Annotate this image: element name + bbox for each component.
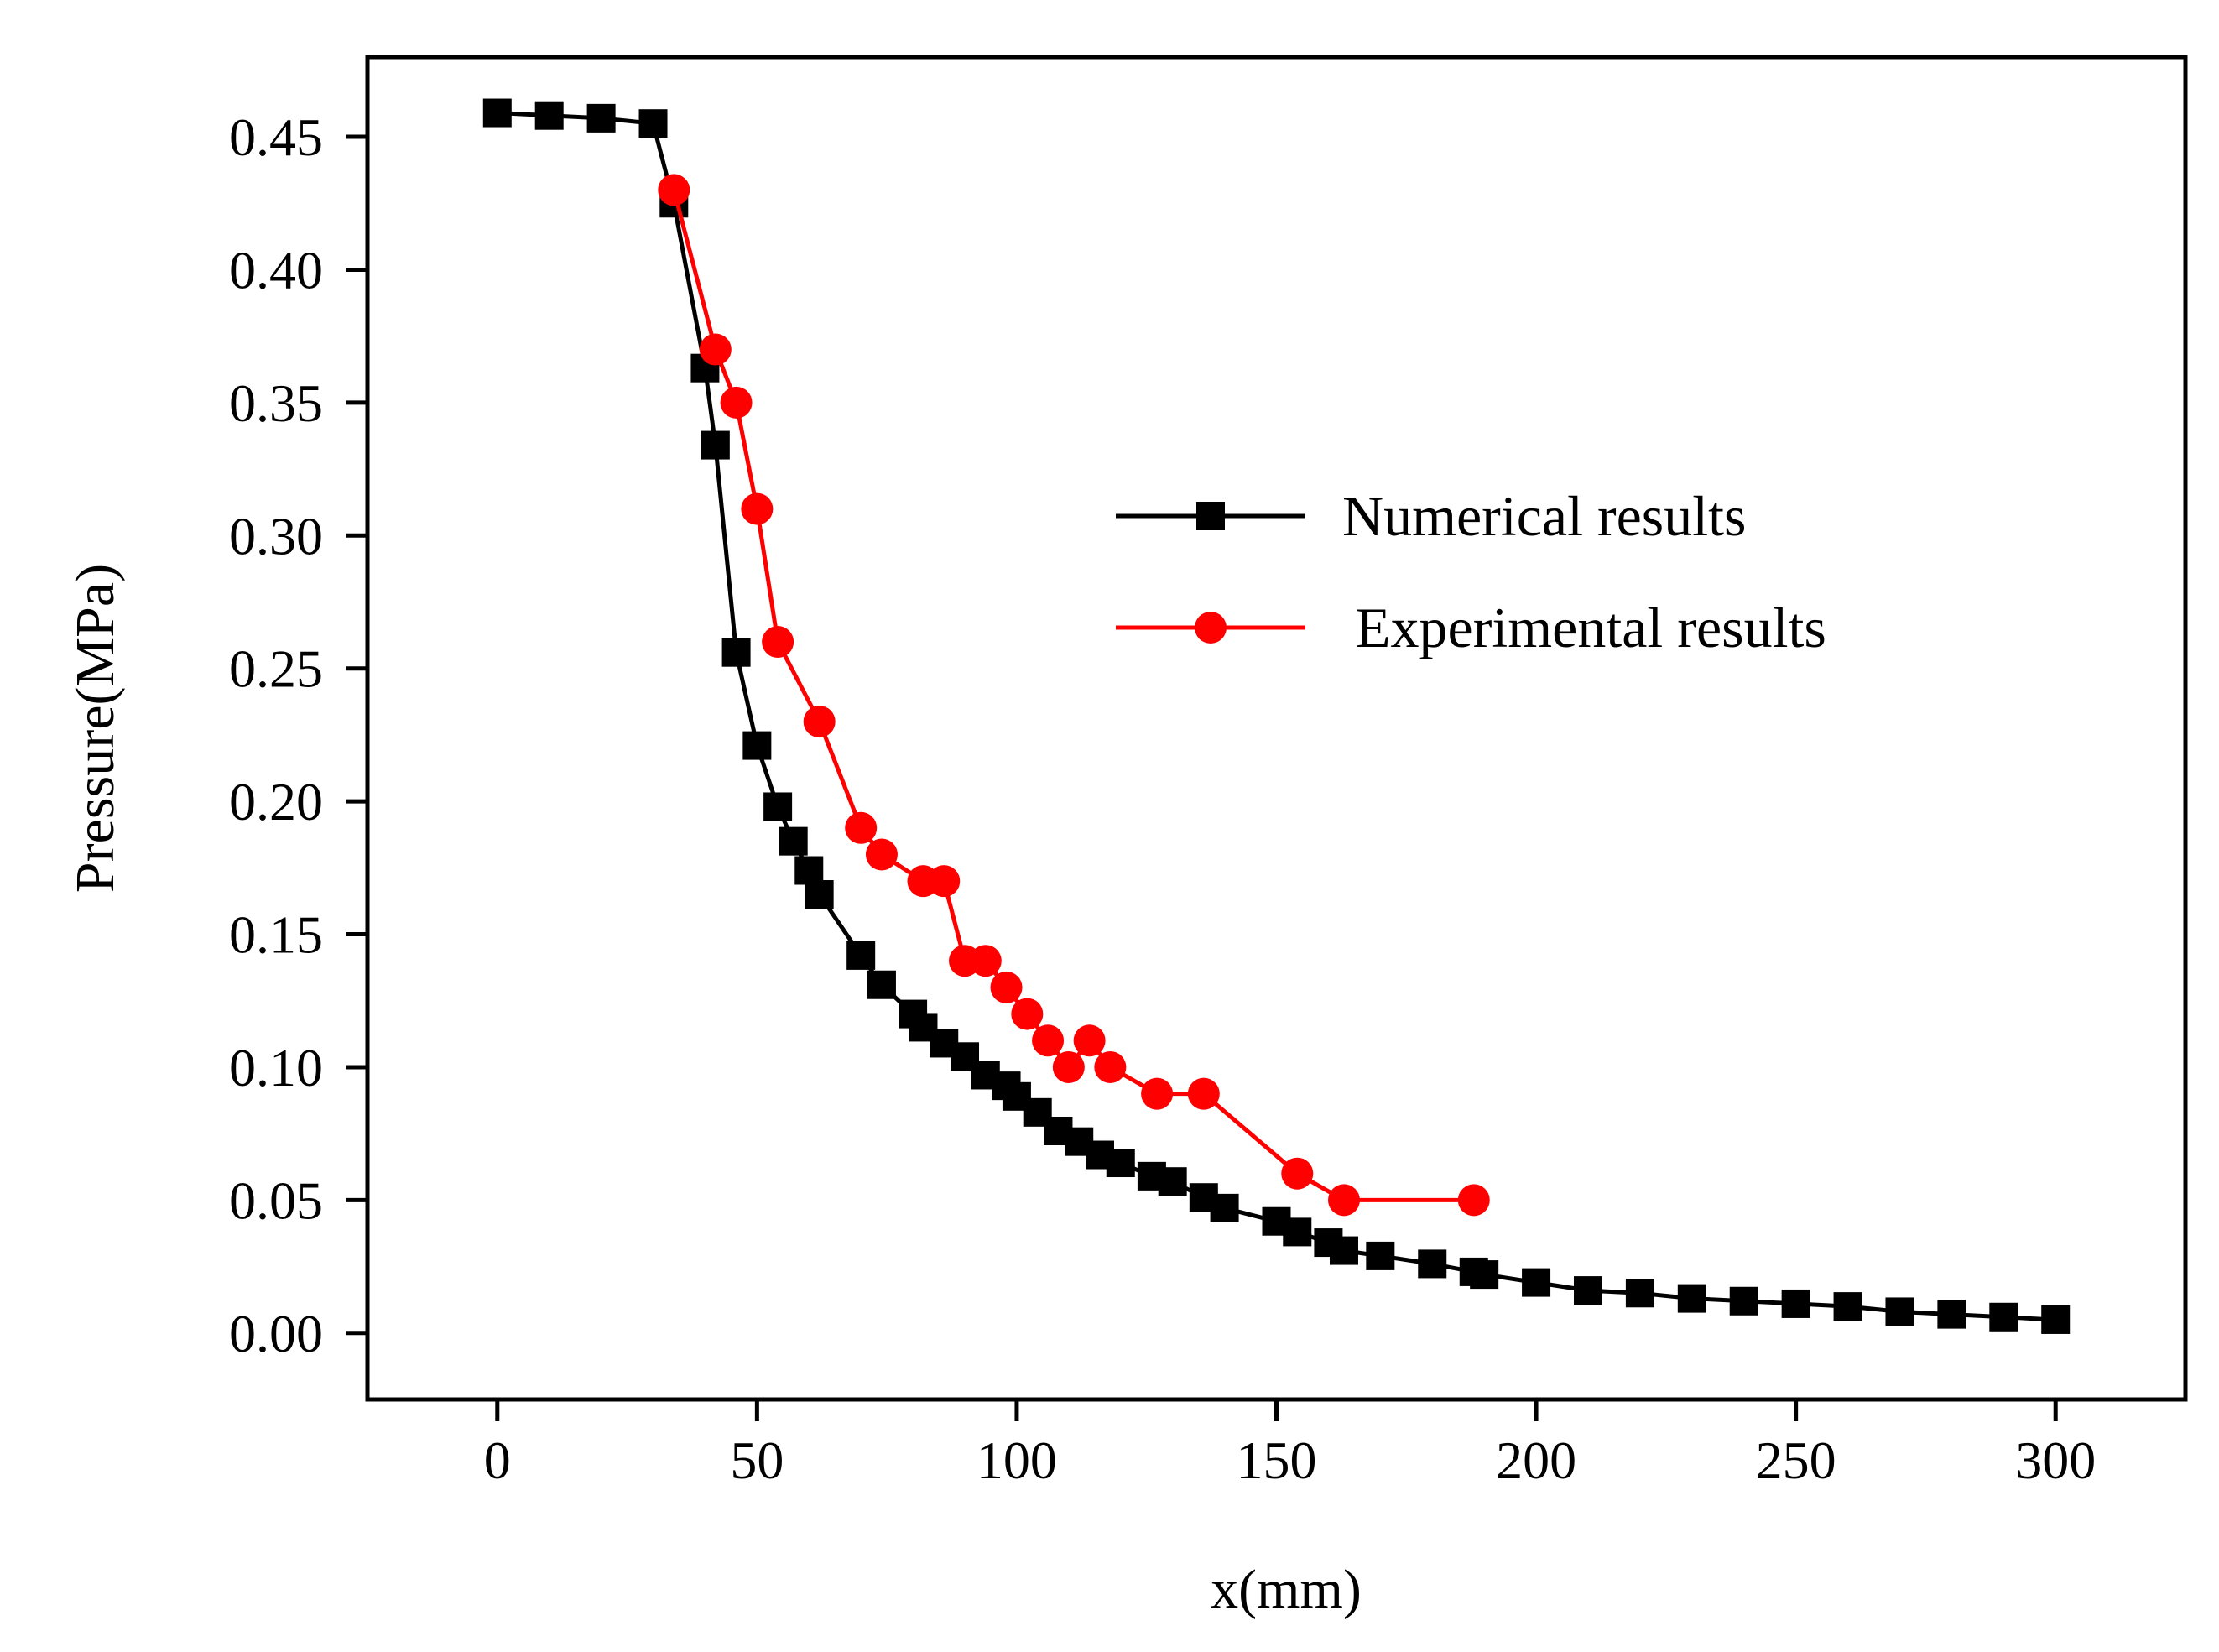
y-tick-label: 0.20 — [229, 772, 323, 831]
data-point-square — [1418, 1249, 1447, 1279]
x-tick-label: 150 — [1237, 1431, 1317, 1490]
data-point-square — [1470, 1260, 1499, 1290]
data-point-square — [1781, 1289, 1810, 1318]
data-point-square — [1677, 1284, 1706, 1313]
y-tick-label: 0.35 — [229, 373, 323, 433]
y-axis: 0.00 0.05 0.10 0.15 0.20 0.25 0.30 0.35 0.40 0.45 — [229, 107, 367, 1363]
x-tick-label: 250 — [1756, 1431, 1836, 1490]
data-point-square — [1329, 1236, 1358, 1265]
data-point-square — [2041, 1305, 2071, 1334]
x-tick-label: 200 — [1496, 1431, 1576, 1490]
data-point-circle — [1187, 1077, 1220, 1110]
series-line — [497, 111, 2056, 1322]
data-point-circle — [990, 971, 1023, 1003]
data-point-square — [794, 856, 824, 885]
data-point-circle — [1141, 1077, 1174, 1110]
data-point-square — [1106, 1149, 1135, 1178]
legend-label: Numerical results — [1342, 484, 1747, 548]
data-point-square — [1833, 1292, 1862, 1321]
y-tick-label: 0.30 — [229, 506, 323, 565]
data-point-square — [586, 103, 616, 133]
data-point-square — [779, 826, 808, 856]
data-point-square — [1522, 1268, 1551, 1297]
data-point-square — [1210, 1193, 1239, 1222]
x-axis: 0 50 100 150 200 250 300 — [484, 1399, 2096, 1490]
x-axis-title: x(mm) — [1211, 1559, 1362, 1620]
data-point-circle — [845, 811, 878, 844]
legend: Numerical results Experimental results — [1116, 484, 1826, 659]
y-axis-title: Pressure(MPa) — [65, 564, 126, 893]
data-point-square — [1283, 1217, 1312, 1247]
legend-marker — [1196, 502, 1225, 530]
data-point-square — [846, 941, 876, 970]
data-point-square — [1158, 1167, 1187, 1196]
data-point-circle — [1011, 998, 1044, 1030]
y-tick-label: 0.40 — [229, 240, 323, 300]
series-line — [671, 189, 1474, 1202]
data-point-circle — [699, 333, 732, 366]
data-point-square — [1937, 1300, 1966, 1329]
data-point-circle — [1457, 1184, 1490, 1217]
data-point-circle — [741, 492, 774, 525]
legend-marker — [1195, 612, 1227, 644]
data-point-circle — [762, 626, 794, 659]
data-point-square — [742, 731, 772, 760]
data-point-square — [638, 109, 668, 138]
data-point-circle — [1052, 1050, 1085, 1083]
data-point-square — [721, 638, 751, 667]
data-point-square — [1366, 1241, 1395, 1270]
series-layer — [482, 98, 2071, 1334]
data-point-circle — [928, 865, 961, 898]
y-tick-label: 0.05 — [229, 1170, 323, 1230]
data-point-square — [534, 101, 564, 130]
legend-item: Numerical results — [1116, 484, 1747, 548]
data-point-square — [1573, 1276, 1602, 1305]
y-tick-label: 0.00 — [229, 1304, 323, 1363]
data-point-circle — [658, 174, 690, 206]
x-tick-label: 0 — [484, 1431, 511, 1490]
data-point-square — [482, 98, 512, 128]
data-point-square — [867, 970, 896, 999]
data-point-square — [763, 792, 793, 821]
data-point-circle — [1327, 1184, 1360, 1217]
y-tick-label: 0.15 — [229, 905, 323, 965]
series-experimental — [658, 174, 1490, 1217]
y-tick-label: 0.45 — [229, 107, 323, 167]
x-tick-label: 50 — [730, 1431, 784, 1490]
legend-item: Experimental results — [1116, 596, 1826, 659]
x-tick-label: 100 — [977, 1431, 1057, 1490]
data-point-circle — [1094, 1050, 1127, 1083]
data-point-circle — [803, 706, 836, 738]
data-point-square — [1885, 1297, 1914, 1326]
data-point-square — [805, 880, 834, 909]
data-point-square — [701, 430, 730, 460]
data-point-circle — [865, 838, 898, 871]
series-numerical — [482, 98, 2071, 1334]
data-point-circle — [1281, 1157, 1314, 1190]
data-point-circle — [1032, 1024, 1065, 1057]
data-point-circle — [720, 386, 753, 419]
data-point-circle — [969, 945, 1002, 977]
data-point-square — [1625, 1279, 1654, 1308]
legend-label: Experimental results — [1356, 596, 1826, 659]
x-tick-label: 300 — [2015, 1431, 2096, 1490]
plot-frame — [365, 55, 2188, 1402]
data-point-square — [1989, 1302, 2018, 1332]
y-tick-label: 0.10 — [229, 1038, 323, 1097]
data-point-square — [1729, 1286, 1758, 1316]
data-point-circle — [1073, 1024, 1106, 1057]
y-tick-label: 0.25 — [229, 639, 323, 699]
